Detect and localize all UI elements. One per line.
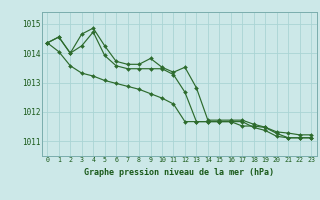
X-axis label: Graphe pression niveau de la mer (hPa): Graphe pression niveau de la mer (hPa) bbox=[84, 168, 274, 177]
